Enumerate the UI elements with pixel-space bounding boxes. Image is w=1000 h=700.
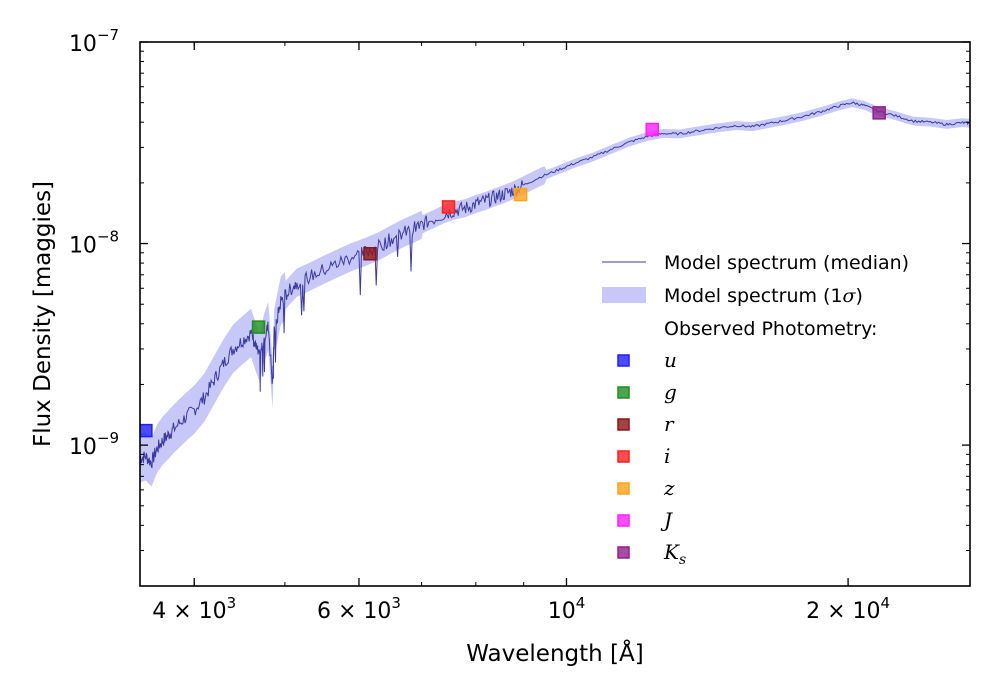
legend: Model spectrum (median) Model spectrum (1…	[602, 252, 909, 568]
x-tick-label: 2 × 104	[806, 594, 890, 624]
legend-swatch-z	[617, 482, 630, 495]
legend-label-r: r	[664, 412, 675, 436]
y-tick-label: 10−9	[69, 429, 119, 460]
y-tick-label: 10−7	[69, 26, 119, 57]
photometry-point-z	[513, 187, 528, 202]
plot-area	[140, 98, 970, 487]
photometry-point-g	[251, 320, 266, 334]
legend-label-i: i	[664, 444, 670, 468]
legend-median-label: Model spectrum (median)	[664, 252, 909, 274]
photometry-point-Ks	[872, 106, 886, 120]
legend-swatch-Ks	[617, 546, 630, 559]
legend-photometry-header: Observed Photometry:	[664, 318, 877, 340]
x-tick-label: 4 × 103	[152, 594, 236, 624]
photometry-point-J	[645, 122, 659, 137]
x-tick-label: 104	[548, 594, 586, 624]
legend-label-z: z	[663, 476, 675, 500]
x-axis-label: Wavelength [Å]	[466, 639, 643, 667]
legend-band-swatch	[602, 287, 646, 303]
legend-swatch-u	[617, 354, 630, 367]
photometry-point-r	[363, 247, 377, 261]
legend-swatch-r	[617, 418, 630, 431]
axes: 4 × 103 6 × 103 104 2 × 104 10−9 10−8 10−7	[69, 26, 971, 624]
legend-label-J: J	[660, 508, 673, 532]
legend-band-label: Model spectrum (1σ)	[664, 285, 863, 307]
model-spectrum-band	[140, 98, 970, 487]
x-tick-label: 6 × 103	[317, 594, 401, 624]
legend-label-Ks: Ks	[663, 540, 686, 568]
legend-swatch-J	[617, 514, 630, 527]
y-axis-label: Flux Density [maggies]	[30, 181, 56, 447]
photometry-point-i	[441, 200, 456, 214]
y-tick-label: 10−8	[69, 228, 119, 259]
legend-swatch-i	[617, 450, 630, 463]
legend-label-g: g	[664, 380, 677, 404]
plot-frame	[139, 41, 971, 587]
legend-label-u: u	[664, 348, 677, 372]
photometry-point-u	[140, 423, 153, 438]
legend-swatch-g	[617, 386, 630, 399]
plot-clip-group	[140, 98, 970, 487]
